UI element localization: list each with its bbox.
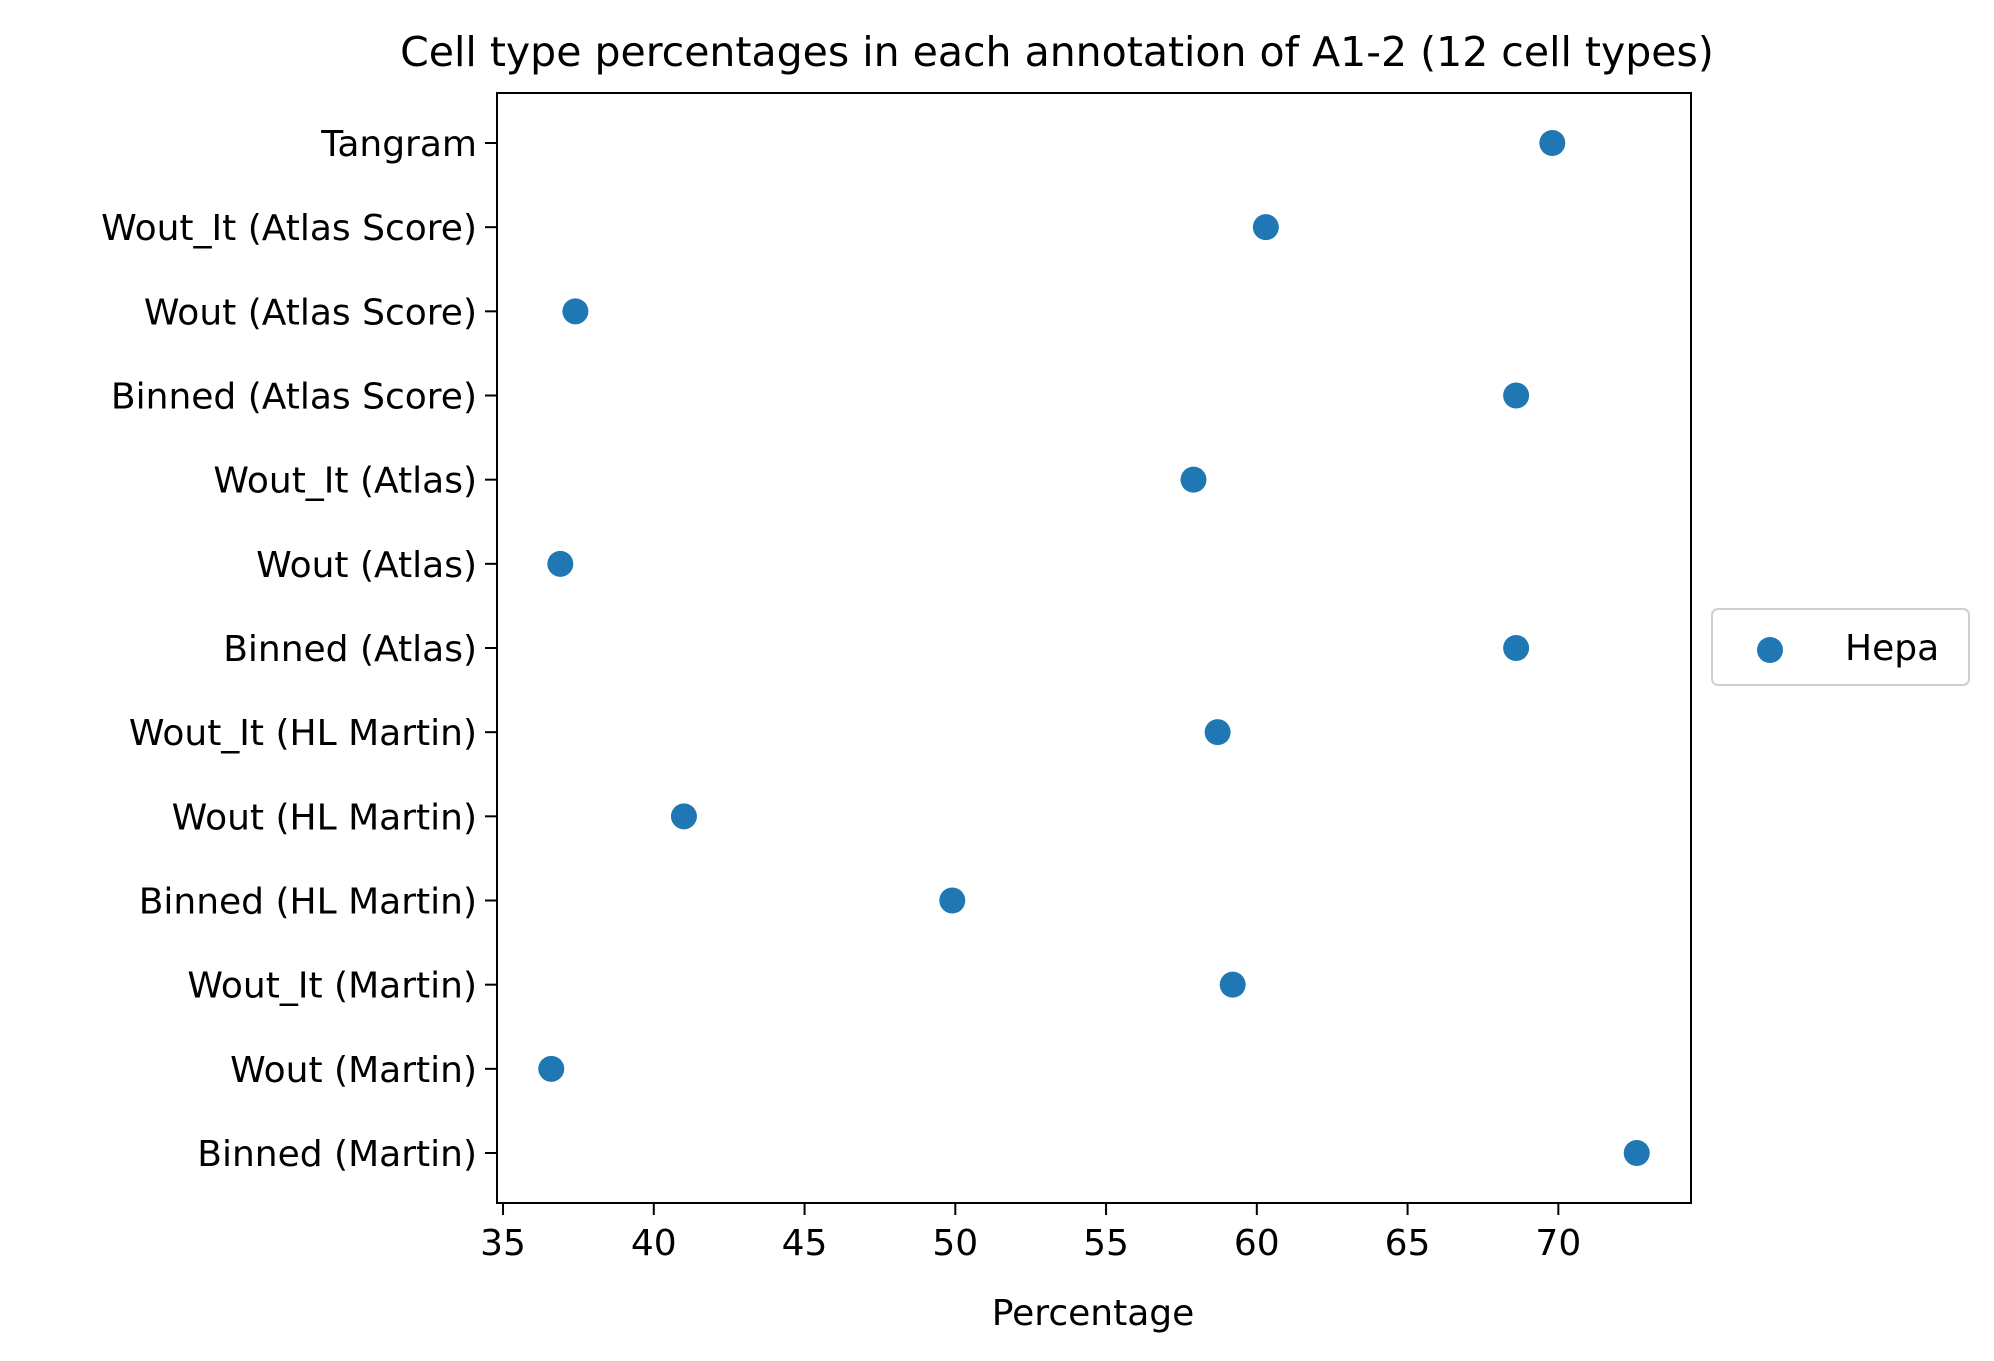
y-tick-label: Binned (HL Martin) (139, 882, 477, 923)
data-point (562, 298, 589, 325)
data-point (939, 887, 966, 914)
y-tick-label: Wout_It (Martin) (187, 966, 477, 1007)
x-axis-label: Percentage (992, 1293, 1195, 1334)
data-point (1503, 382, 1530, 409)
y-tick-label: Wout_It (HL Martin) (129, 713, 477, 754)
y-tick-label: Wout (HL Martin) (172, 797, 477, 838)
chart-title: Cell type percentages in each annotation… (400, 28, 1714, 76)
legend-frame (1711, 608, 1970, 686)
y-tick-label: Binned (Atlas Score) (111, 377, 477, 418)
y-tick-label: Tangram (320, 124, 477, 165)
x-tick-label: 40 (631, 1223, 677, 1264)
x-tick-label: 60 (1234, 1223, 1280, 1264)
data-point (547, 550, 574, 577)
data-point (1539, 130, 1566, 156)
x-axis: 35 40 45 50 55 60 65 70 (480, 1203, 1581, 1264)
legend: Hepa (1711, 608, 1970, 686)
x-tick-label: 55 (1083, 1223, 1129, 1264)
y-tick-label: Wout (Atlas) (256, 545, 477, 586)
x-tick-label: 65 (1385, 1223, 1431, 1264)
data-point (1503, 635, 1530, 661)
y-axis: Binned (Martin) Wout (Martin) Wout_It (Mar… (101, 124, 497, 1175)
data-point (1204, 719, 1231, 746)
data-point (1623, 1140, 1650, 1166)
data-point (670, 803, 697, 830)
data-point (1252, 214, 1279, 241)
data-point (538, 1055, 565, 1082)
y-tick-label: Binned (Atlas) (223, 629, 477, 670)
x-tick-label: 50 (932, 1223, 978, 1264)
data-point (1180, 466, 1207, 493)
x-tick-label: 35 (480, 1223, 526, 1264)
y-tick-label: Wout (Atlas Score) (144, 292, 477, 333)
data-point (1219, 971, 1246, 998)
x-tick-label: 70 (1535, 1223, 1581, 1264)
y-tick-label: Wout_It (Atlas) (213, 461, 477, 502)
data-points (538, 130, 1650, 1166)
legend-label: Hepa (1845, 628, 1939, 669)
y-tick-label: Wout (Martin) (230, 1050, 477, 1091)
y-tick-label: Wout_It (Atlas Score) (101, 208, 477, 249)
y-tick-label: Binned (Martin) (197, 1134, 477, 1175)
legend-marker (1757, 637, 1783, 663)
x-tick-label: 45 (782, 1223, 828, 1264)
